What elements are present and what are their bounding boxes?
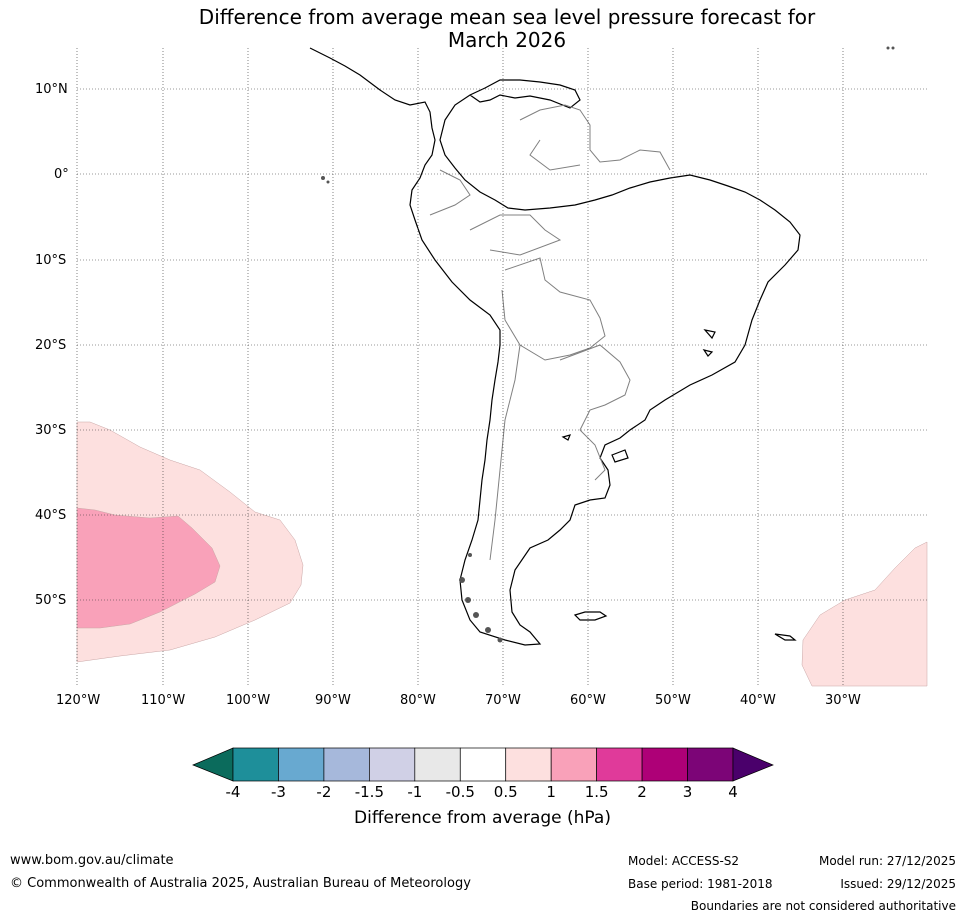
colorbar-tick-label: 0.5 [493,783,518,801]
colorbar-label: Difference from average (hPa) [354,808,611,828]
colorbar-tick-label: 2 [637,783,647,801]
colorbar-tick-label: -3 [270,783,286,801]
colorbar-tick-label: -1.5 [354,783,384,801]
islands [321,46,895,643]
lat-label: 50°S [35,593,67,608]
colorbar-bin [323,747,370,782]
map-title-line2: March 2026 [447,28,567,52]
boundaries-disclaimer: Boundaries are not considered authoritat… [690,899,956,913]
model-name: Model: ACCESS-S2 [628,854,740,868]
south-atlantic-anomaly [801,541,928,687]
colorbar-tick-label: 3 [682,783,693,801]
country-boundaries [429,104,671,561]
lon-label: 110°W [141,693,186,708]
colorbar-bin [596,747,643,782]
issued-date: Issued: 29/12/2025 [840,877,956,891]
colorbar-bin [414,747,461,782]
lon-label: 70°W [485,693,521,708]
colorbar-bin [505,747,552,782]
map-title-line1: Difference from average mean sea level p… [198,5,816,29]
pressure-anomaly-map [76,46,928,687]
lon-label: 80°W [400,693,436,708]
colorbar-bin [369,747,416,782]
lat-label: 10°N [35,82,68,97]
lat-label: 10°S [35,253,67,268]
south-pacific-core [76,507,221,629]
colorbar-tick-label: -4 [225,783,241,801]
colorbar-bin [687,747,734,782]
lon-label: 60°W [570,693,606,708]
colorbar-extend-low [192,747,234,782]
colorbar-tick-label: -0.5 [445,783,475,801]
lon-label: 90°W [315,693,351,708]
lat-label: 0° [54,167,69,182]
lat-label: 20°S [35,338,67,353]
lon-label: 50°W [655,693,691,708]
website-link[interactable]: www.bom.gov.au/climate [10,853,174,868]
colorbar-bin [550,747,597,782]
colorbar-bin [232,747,279,782]
lat-label: 40°S [35,508,67,523]
copyright-text: © Commonwealth of Australia 2025, Austra… [10,876,471,891]
model-run-date: Model run: 27/12/2025 [818,854,956,868]
colorbar-tick-label: 4 [728,783,738,801]
base-period: Base period: 1981-2018 [628,877,773,891]
lon-label: 120°W [56,693,101,708]
lon-label: 30°W [825,693,861,708]
colorbar-bin [641,747,688,782]
lat-label: 30°S [35,423,67,438]
colorbar-tick-label: 1 [546,783,556,801]
colorbar-bin [278,747,325,782]
lon-label: 40°W [740,693,776,708]
colorbar-tick-label: -1 [407,783,423,801]
lon-label: 100°W [226,693,271,708]
graticule [76,48,927,686]
colorbar-tick-label: -2 [316,783,332,801]
colorbar-extend-high [732,747,774,782]
colorbar-tick-label: 1.5 [584,783,609,801]
colorbar-bin [459,747,507,782]
